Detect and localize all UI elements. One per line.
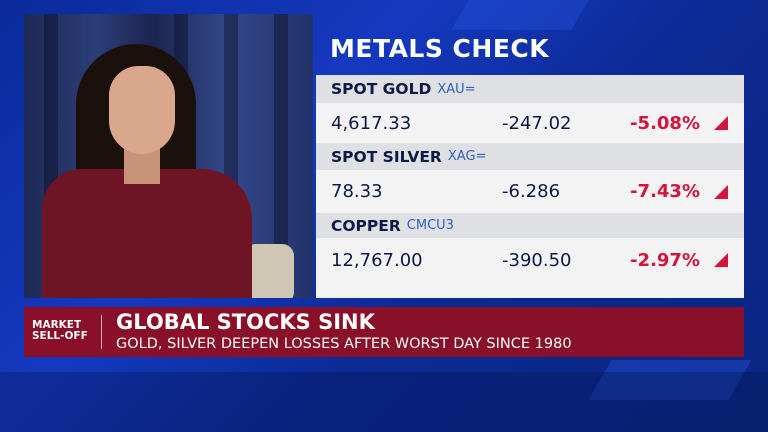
segment-tag: MARKET SELL-OFF (32, 319, 88, 342)
divider (101, 315, 102, 349)
chair (244, 244, 294, 298)
down-triangle-icon (714, 253, 728, 267)
lower-third-banner: MARKET SELL-OFF GLOBAL STOCKS SINK GOLD, … (24, 307, 744, 357)
metals-table: SPOT GOLD XAU= 4,617.33 -247.02 -5.08% SPOT… (316, 75, 744, 298)
presenter-dress (42, 169, 252, 298)
metal-row: 12,767.00 -390.50 -2.97% (316, 238, 744, 282)
metal-row: 4,617.33 -247.02 -5.08% (316, 103, 744, 143)
metal-row: 78.33 -6.286 -7.43% (316, 170, 744, 213)
background-tile (451, 0, 589, 30)
down-triangle-icon (714, 116, 728, 130)
graphic-title: METALS CHECK (330, 34, 550, 63)
anchor-video (24, 14, 313, 298)
metal-header: COPPER CMCU3 (316, 213, 744, 238)
subheadline: GOLD, SILVER DEEPEN LOSSES AFTER WORST D… (116, 336, 572, 352)
headline: GLOBAL STOCKS SINK (116, 310, 375, 334)
metal-header: SPOT SILVER XAG= (316, 143, 744, 170)
metal-header: SPOT GOLD XAU= (316, 75, 744, 103)
presenter-face (109, 66, 175, 154)
down-triangle-icon (714, 184, 728, 199)
background-strip (0, 372, 768, 432)
